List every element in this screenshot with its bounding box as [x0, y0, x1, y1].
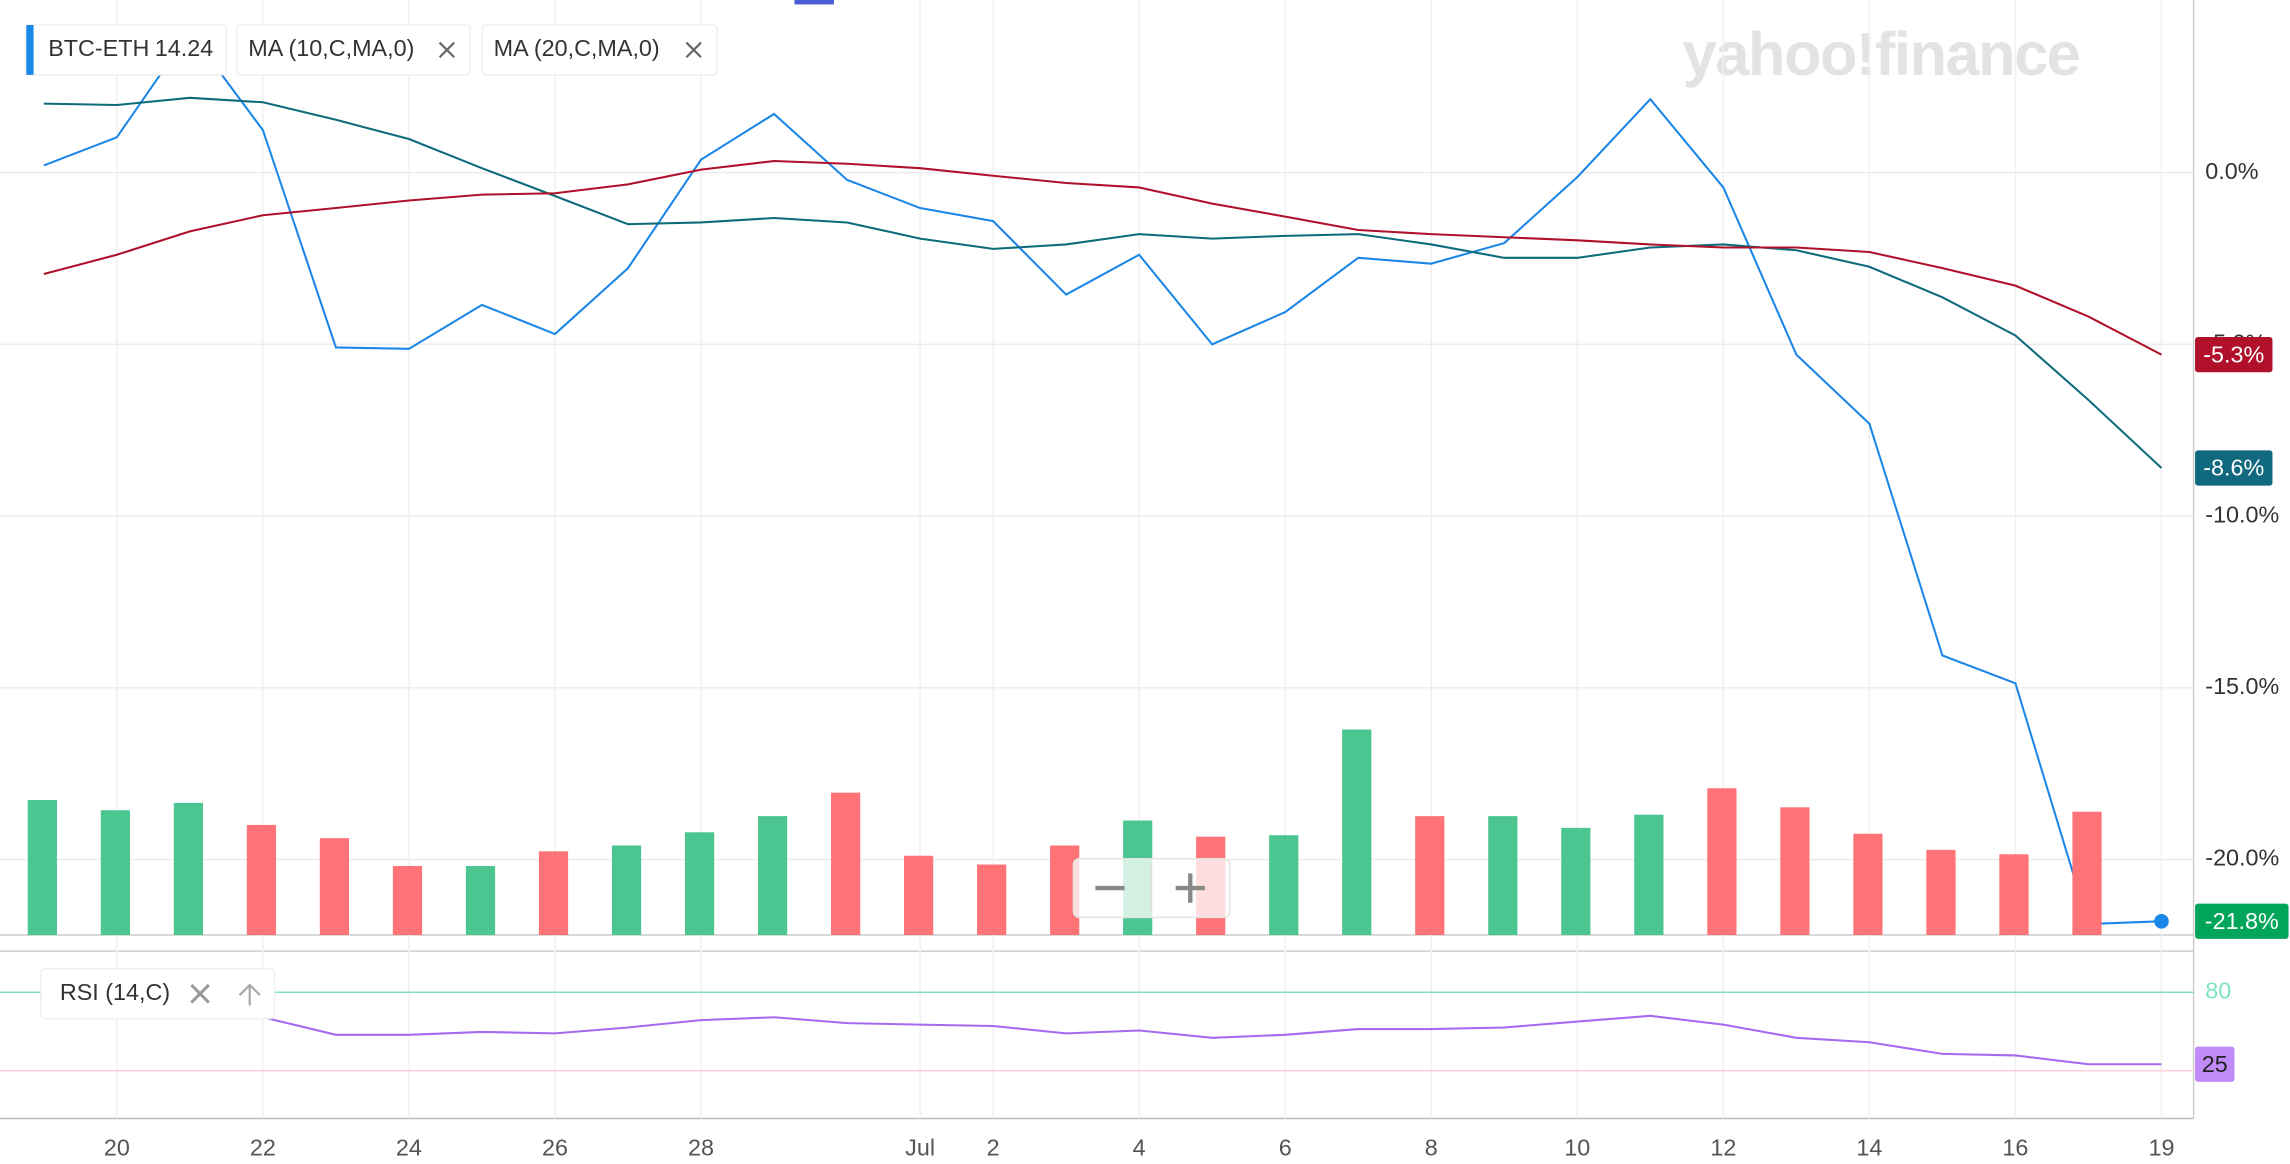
x-tick-label: 28 [688, 1134, 714, 1160]
x-tick-label: 10 [1564, 1134, 1590, 1160]
y-tick-label: -15.0% [2205, 673, 2279, 699]
volume-bar [1707, 788, 1737, 936]
volume-bar [1999, 854, 2029, 936]
series-line [43, 96, 2163, 469]
volume-bar [1634, 814, 1664, 936]
end-label: -21.8% [2205, 908, 2279, 934]
volume-bar [1415, 816, 1445, 936]
logo: yahoo!finance [1683, 20, 2080, 89]
y-tick-label: -10.0% [2205, 501, 2279, 527]
x-tick-label: 8 [1425, 1134, 1438, 1160]
top-marker [794, 0, 834, 5]
volume-bar [465, 866, 496, 936]
legend-chip[interactable] [235, 24, 471, 76]
volume-bar [1780, 807, 1810, 936]
zoom-in[interactable] [1175, 873, 1205, 903]
legend-label: MA (20,C,MA,0) [494, 35, 660, 61]
end-label-bg [2195, 337, 2273, 373]
x-tick-label: 14 [1856, 1134, 1882, 1160]
end-label-bg [2195, 450, 2273, 486]
volume-bar [100, 810, 130, 936]
end-label: 25 [2202, 1051, 2228, 1077]
volume-bar [1853, 833, 1883, 936]
volume-bar [611, 845, 642, 936]
legend-chip[interactable] [40, 968, 276, 1020]
volume-bar [904, 855, 934, 936]
y-tick-label: -20.0% [2205, 845, 2279, 871]
end-label: -8.6% [2203, 455, 2264, 481]
volume-bar [757, 816, 788, 936]
y-tick-label: 80 [2205, 977, 2231, 1003]
legend-label: MA (10,C,MA,0) [248, 35, 414, 61]
volume-bar [977, 864, 1007, 936]
close-icon[interactable] [685, 41, 702, 59]
y-tick-label: 0.0% [2205, 158, 2258, 184]
close-icon[interactable] [190, 983, 210, 1004]
volume-bar [392, 866, 423, 936]
volume-bar [319, 838, 350, 936]
legend-swatch [26, 24, 34, 75]
x-tick-label: 24 [396, 1134, 422, 1160]
volume-bar [1926, 849, 1956, 936]
x-tick-label: 16 [2002, 1134, 2028, 1160]
x-tick-label: 2 [987, 1134, 1000, 1160]
series-line [43, 30, 2162, 926]
volume-bar [1342, 729, 1372, 936]
volume-bar [1561, 827, 1591, 936]
x-tick-label: Jul [905, 1134, 935, 1160]
x-tick-label: 4 [1133, 1134, 1146, 1160]
volume-bar [538, 851, 569, 936]
legend-value: 14.24 [155, 35, 213, 61]
x-tick-label: 22 [250, 1134, 276, 1160]
volume-bar [246, 824, 277, 936]
volume-bar [27, 799, 57, 936]
close-icon[interactable] [438, 41, 455, 59]
x-tick-label: 19 [2148, 1134, 2174, 1160]
last-point [2154, 913, 2169, 929]
series-line [43, 159, 2162, 356]
series-line [43, 1011, 2162, 1066]
overlay: BTC-ETH 14.24 MA (10,C,MA,0) MA (20,C,MA… [25, 24, 1231, 1020]
end-label-bg [2195, 1046, 2235, 1082]
volume-bar [831, 792, 861, 936]
x-tick-label: 12 [1710, 1134, 1736, 1160]
x-tick-label: 20 [104, 1134, 130, 1160]
volume-bar [2072, 811, 2102, 936]
move-up-icon[interactable] [238, 983, 261, 1006]
legend-chip[interactable] [481, 24, 718, 76]
volume-bar [1269, 835, 1299, 936]
legend-label: RSI (14,C) [60, 979, 170, 1005]
x-tick-label: 26 [542, 1134, 568, 1160]
volume-bar [684, 832, 715, 936]
volume-bar [1488, 816, 1518, 936]
x-tick-label: 6 [1279, 1134, 1292, 1160]
volume-bar [173, 802, 204, 936]
end-label-bg [2195, 903, 2289, 939]
legend-label: BTC-ETH [48, 35, 149, 61]
end-label: -5.3% [2203, 341, 2264, 367]
